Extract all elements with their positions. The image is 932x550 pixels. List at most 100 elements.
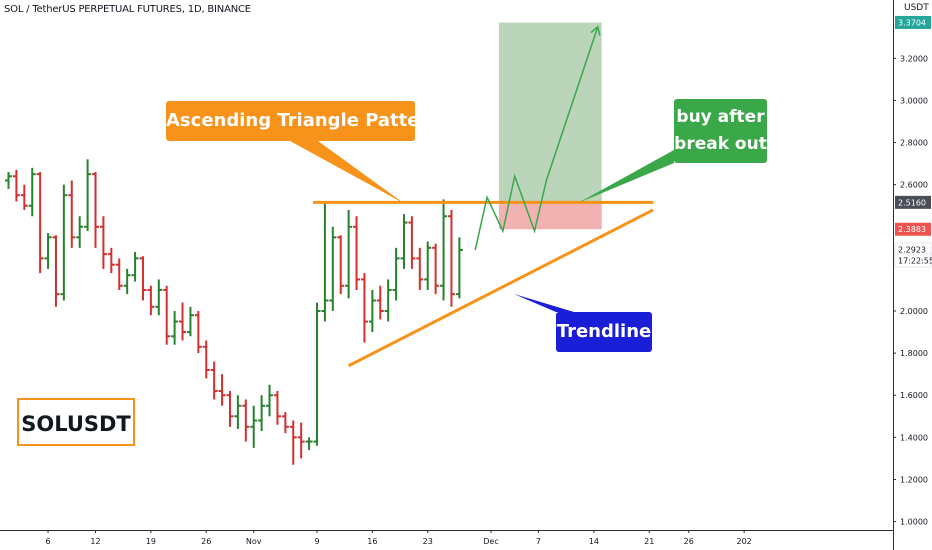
ohlc-bar	[194, 311, 202, 354]
price-box-text: 2.5160	[898, 198, 926, 207]
ohlc-bar	[234, 395, 242, 429]
ohlc-bar	[376, 285, 384, 320]
ohlc-bar	[455, 237, 463, 299]
x-tick-label: 14	[589, 537, 599, 546]
ohlc-bar	[416, 247, 424, 290]
ohlc-bar	[368, 289, 376, 333]
price-box-text: 3.3704	[898, 18, 926, 27]
ohlc-bar	[44, 233, 52, 269]
y-tick-label: 2.6000	[900, 181, 928, 190]
x-tick-label: 202	[736, 537, 751, 546]
x-tick-label: 12	[90, 537, 100, 546]
ohlc-bar	[218, 374, 226, 406]
ohlc-bar	[329, 226, 337, 312]
ohlc-bar	[147, 285, 155, 316]
y-tick-label: 1.4000	[900, 433, 928, 442]
projected-path	[474, 26, 599, 251]
ohlc-bar	[384, 279, 392, 322]
symbol-label[interactable]: SOLUSDT	[17, 398, 135, 446]
ohlc-bar	[281, 412, 289, 434]
x-tick-label: 16	[367, 537, 377, 546]
ohlc-bar	[186, 306, 194, 337]
trendline-callout[interactable]: Trendline	[556, 312, 652, 352]
ohlc-bar	[313, 302, 321, 446]
price-label-box: 17:22:55	[894, 253, 932, 268]
ohlc-bar	[432, 243, 440, 295]
chart-title[interactable]: SOL / TetherUS PERPETUAL FUTURES, 1D, BI…	[4, 4, 251, 15]
ohlc-bar	[20, 184, 28, 210]
ohlc-bar	[424, 241, 432, 290]
stop-loss-zone	[498, 202, 602, 230]
y-tick-label: 1.2000	[900, 475, 928, 484]
profit-target-zone	[498, 22, 602, 203]
ohlc-bar	[123, 268, 131, 295]
price-box-text: 2.3883	[898, 225, 926, 234]
y-tick-label: 1.8000	[900, 349, 928, 358]
ohlc-bar	[242, 399, 250, 442]
buy-callout[interactable]: buy after break out	[674, 99, 767, 163]
y-tick-label: 1.6000	[900, 391, 928, 400]
pattern-callout-pointer	[290, 141, 405, 204]
ohlc-bar	[139, 256, 147, 301]
ohlc-bar	[12, 169, 20, 202]
price-label-box: 2.3883	[895, 222, 931, 236]
pattern-callout[interactable]: Ascending Triangle Pattern	[166, 101, 441, 141]
ohlc-bar	[5, 172, 12, 189]
ohlc-bar	[337, 235, 345, 295]
ohlc-bar	[171, 311, 179, 345]
price-box-bg	[895, 222, 931, 236]
projection-arrowhead	[590, 25, 601, 36]
ohlc-bar	[273, 391, 281, 425]
ohlc-bar	[360, 273, 368, 343]
y-tick-label: 3.2000	[900, 54, 928, 63]
ohlc-bar	[76, 216, 84, 248]
y-tick-label: 2.0000	[900, 307, 928, 316]
buy-callout-pointer	[578, 150, 674, 203]
ohlc-bar	[447, 209, 455, 307]
buy-callout-line1: buy after	[676, 107, 765, 127]
ohlc-bar	[28, 167, 36, 217]
ohlc-bar	[297, 422, 305, 459]
ohlc-bar	[68, 180, 76, 248]
ohlc-bar	[321, 201, 329, 322]
x-tick-label: 6	[46, 537, 51, 546]
ohlc-bar	[345, 209, 353, 299]
ohlc-bar	[226, 391, 234, 427]
price-box-text: 2.2923	[898, 245, 926, 254]
x-tick-label: Nov	[246, 537, 262, 546]
x-tick-label: 26	[684, 537, 694, 546]
ohlc-bar	[179, 302, 187, 341]
trendline	[347, 208, 654, 368]
ohlc-bar	[400, 214, 408, 269]
x-tick-label: Dec	[483, 537, 498, 546]
ohlc-bar	[115, 258, 123, 290]
x-tick-label: 26	[201, 537, 211, 546]
ohlc-bar	[353, 216, 361, 290]
ohlc-bar	[440, 199, 448, 301]
ohlc-bar	[92, 172, 100, 248]
ohlc-bar	[202, 340, 210, 379]
ohlc-bar	[258, 395, 266, 432]
ohlc-bar	[52, 235, 60, 307]
x-tick-label: 9	[314, 537, 319, 546]
price-box-bg	[895, 15, 931, 29]
ohlc-bar	[163, 285, 171, 345]
ohlc-bar	[99, 216, 107, 269]
ohlc-bar	[210, 361, 218, 400]
x-tick-label: 21	[644, 537, 654, 546]
trendline-callout-pointer	[514, 294, 574, 312]
price-label-box: 2.2923	[894, 242, 932, 257]
price-label-box: 2.5160	[895, 195, 931, 209]
currency-label[interactable]: USDT	[904, 3, 929, 13]
x-tick-label: 23	[423, 537, 433, 546]
ohlc-bar	[250, 405, 258, 448]
ohlc-bar	[107, 247, 115, 274]
ohlc-bar	[305, 437, 313, 450]
price-box-text: 17:22:55	[898, 256, 932, 265]
ohlc-bar	[36, 172, 44, 274]
price-box-bg	[894, 253, 932, 268]
ohlc-bar	[289, 420, 297, 465]
ohlc-bar	[392, 247, 400, 301]
